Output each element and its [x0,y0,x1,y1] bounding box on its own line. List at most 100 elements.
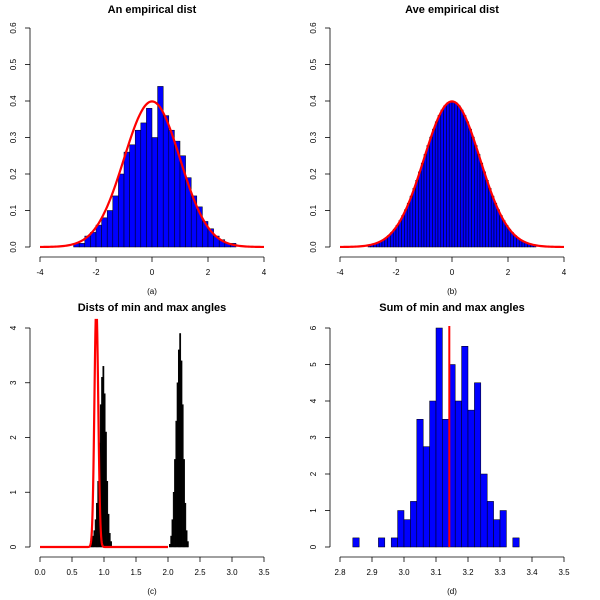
histogram-bar [462,115,467,248]
histogram-bar [435,327,443,548]
histogram-bar [485,180,489,248]
x-tick-label: 2.0 [162,568,174,577]
x-tick-label: 2 [206,268,211,277]
histogram-bar [512,537,520,548]
histogram-bar [95,224,102,248]
histogram-bar [496,209,500,248]
histogram-bar [151,137,158,248]
histogram-bar [474,382,482,548]
histogram-bar [482,171,486,248]
panel-label: (b) [447,287,457,296]
x-tick-label: 3.0 [398,568,410,577]
x-tick-label: 2.9 [366,568,378,577]
panel-a: An empirical dist (a) -4 -2 0 2 4 0.0 0.1 0.2 0.3 0… [9,4,267,296]
histogram-bar [112,195,119,248]
chart-title: Sum of min and max angles [379,302,524,314]
histogram-bar [461,346,469,548]
y-tick-label: 0.2 [309,168,318,180]
histogram-bar [480,473,488,548]
y-tick-label: 2 [9,435,18,440]
x-tick-label: 3.1 [430,568,442,577]
panel-c: Dists of min and max angles (c) 0.0 0.5 1.0 1… [9,302,270,596]
histogram-bar [454,102,458,248]
y-tick-label: 0.6 [309,22,318,34]
x-tick-label: -2 [392,268,400,277]
x-tick-label: 1.5 [130,568,142,577]
histogram-bar [486,501,494,548]
histogram-bar [476,154,481,248]
histogram-bar [490,195,495,248]
histogram-bar [129,144,136,248]
histogram-bar [479,162,484,248]
panel-label: (d) [447,587,457,596]
histogram-bar [426,145,430,248]
y-tick-label: 0.0 [309,241,318,253]
panel-b: Ave empirical dist (b) -4 -2 0 2 4 0.0 0.1 0.2 0.3… [309,4,567,296]
histogram-bar [403,519,411,548]
density-curve [39,100,265,249]
histogram-bar [493,202,498,248]
histogram-bar [442,419,450,548]
panel-label: (a) [147,287,157,296]
x-tick-label: 0 [450,268,455,277]
histogram-bar [448,101,453,248]
histogram-bar [390,537,398,548]
y-tick-label: 5 [309,362,318,367]
histogram-bar [101,217,108,248]
x-tick-label: 3.3 [494,568,506,577]
histogram-bar [420,162,425,248]
y-tick-label: 6 [309,325,318,330]
y-tick-label: 1 [9,489,18,494]
x-tick-label: 2.8 [334,568,346,577]
x-tick-label: 2.5 [194,568,206,577]
y-tick-label: 0.5 [9,58,18,70]
histogram-bar [432,128,436,248]
histogram-bar [398,220,402,248]
histogram-bar [410,501,418,548]
histogram-bar [457,105,461,248]
x-tick-label: 3.5 [258,568,270,577]
x-tick-label: -4 [36,268,44,277]
histogram-bar [446,102,450,248]
histogram-bar [352,537,360,548]
histogram-bar [146,108,153,248]
histogram-bar [429,136,433,248]
histogram-bar [416,419,424,548]
histogram-bar [401,215,405,248]
histogram-bar [422,446,430,548]
histogram-bar [434,121,439,248]
histogram-bar [397,510,405,548]
y-tick-label: 2 [309,471,318,476]
histogram-bar [443,105,447,248]
panel-label: (c) [147,587,157,596]
y-tick-label: 0.5 [309,58,318,70]
histogram-bar-max [186,541,189,548]
histogram-bar [78,243,86,248]
x-tick-label: 0 [150,268,155,277]
histogram-bar [465,121,470,248]
panel-d: Sum of min and max angles (d) 2.8 2.9 3.0 3.1… [309,302,570,596]
histogram-bar [471,136,475,248]
y-tick-label: 0 [9,544,18,549]
histogram-bar [454,400,462,548]
x-tick-label: 0.5 [66,568,78,577]
histogram-bar [460,109,464,248]
histogram-bar [499,215,503,248]
y-tick-label: 4 [9,325,18,330]
histogram-bar [409,195,414,248]
histogram-bar [474,145,478,248]
histogram-bar [406,202,411,248]
histogram-bar [118,173,125,248]
density-curve [339,100,565,249]
chart-title: An empirical dist [108,4,197,16]
y-tick-label: 0.1 [309,204,318,216]
x-tick-label: 3.0 [226,568,238,577]
y-tick-label: 0.3 [309,131,318,143]
y-tick-label: 0 [309,544,318,549]
y-tick-label: 0.3 [9,131,18,143]
histogram-bar [502,220,506,248]
histogram-bar [140,122,147,248]
y-tick-label: 0.1 [9,204,18,216]
histogram-bar [493,519,501,548]
